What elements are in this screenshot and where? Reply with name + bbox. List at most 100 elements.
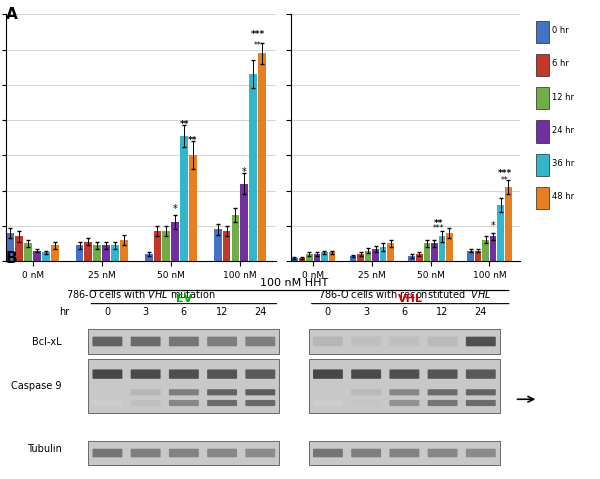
Bar — [299, 258, 305, 261]
FancyBboxPatch shape — [313, 449, 343, 457]
FancyBboxPatch shape — [169, 369, 199, 379]
Bar — [439, 237, 445, 261]
FancyBboxPatch shape — [131, 369, 161, 379]
FancyBboxPatch shape — [131, 400, 161, 406]
Text: 12 hr: 12 hr — [553, 92, 574, 102]
FancyBboxPatch shape — [131, 337, 161, 346]
Bar — [350, 256, 356, 261]
Bar — [241, 183, 248, 261]
FancyBboxPatch shape — [466, 389, 496, 395]
Bar — [88, 441, 280, 465]
FancyBboxPatch shape — [245, 337, 275, 346]
Text: EV: EV — [176, 294, 192, 304]
Bar — [249, 74, 257, 261]
Text: VHL: VHL — [398, 294, 422, 304]
Bar — [180, 136, 188, 261]
Text: 36 hr: 36 hr — [553, 159, 575, 168]
Bar — [309, 329, 500, 354]
Bar — [16, 237, 23, 261]
Text: 6: 6 — [401, 307, 407, 317]
FancyBboxPatch shape — [169, 389, 199, 395]
FancyBboxPatch shape — [389, 337, 419, 346]
Bar — [475, 251, 481, 261]
Bar — [536, 87, 549, 109]
FancyBboxPatch shape — [351, 449, 381, 457]
Bar — [329, 252, 335, 261]
Bar — [424, 243, 430, 261]
Text: 3: 3 — [143, 307, 149, 317]
Bar — [467, 251, 474, 261]
Bar — [446, 233, 453, 261]
Text: 0 hr: 0 hr — [553, 26, 569, 35]
FancyBboxPatch shape — [131, 449, 161, 457]
FancyBboxPatch shape — [466, 449, 496, 457]
Text: 100 nM HHT: 100 nM HHT — [260, 278, 328, 288]
FancyBboxPatch shape — [207, 449, 237, 457]
FancyBboxPatch shape — [389, 369, 419, 379]
Text: hr: hr — [59, 307, 69, 317]
Bar — [357, 254, 364, 261]
FancyBboxPatch shape — [245, 369, 275, 379]
Bar — [94, 245, 101, 261]
Bar — [309, 359, 500, 412]
FancyBboxPatch shape — [245, 389, 275, 395]
FancyBboxPatch shape — [351, 389, 381, 395]
Bar — [314, 254, 320, 261]
Text: **: ** — [188, 136, 197, 145]
X-axis label: 786-O cells with reconstituted  $\mathit{VHL}$: 786-O cells with reconstituted $\mathit{… — [318, 288, 492, 300]
Text: 24: 24 — [254, 307, 266, 317]
Bar — [214, 229, 221, 261]
Bar — [490, 237, 496, 261]
Bar — [321, 252, 328, 261]
Text: 0: 0 — [104, 307, 110, 317]
FancyBboxPatch shape — [245, 400, 275, 406]
Bar — [232, 215, 239, 261]
FancyBboxPatch shape — [466, 400, 496, 406]
Bar — [24, 243, 32, 261]
Bar — [33, 251, 41, 261]
Text: A: A — [6, 7, 18, 22]
Bar — [536, 54, 549, 76]
Text: ***: *** — [433, 224, 444, 233]
Text: B: B — [6, 251, 17, 266]
FancyBboxPatch shape — [207, 400, 237, 406]
FancyBboxPatch shape — [169, 337, 199, 346]
FancyBboxPatch shape — [466, 369, 496, 379]
FancyBboxPatch shape — [169, 400, 199, 406]
Bar — [85, 242, 92, 261]
Bar — [51, 245, 59, 261]
Text: *: * — [242, 167, 247, 177]
Bar — [497, 205, 504, 261]
Bar — [536, 121, 549, 143]
FancyBboxPatch shape — [92, 337, 122, 346]
Text: 48 hr: 48 hr — [553, 193, 575, 202]
FancyBboxPatch shape — [92, 449, 122, 457]
Text: 12: 12 — [216, 307, 228, 317]
Text: 3: 3 — [363, 307, 369, 317]
FancyBboxPatch shape — [313, 389, 343, 395]
FancyBboxPatch shape — [389, 389, 419, 395]
Bar — [536, 187, 549, 209]
FancyBboxPatch shape — [428, 400, 458, 406]
Bar — [258, 53, 266, 261]
Bar — [416, 254, 422, 261]
FancyBboxPatch shape — [207, 369, 237, 379]
FancyBboxPatch shape — [92, 400, 122, 406]
Bar — [88, 359, 280, 412]
FancyBboxPatch shape — [428, 369, 458, 379]
Bar — [536, 21, 549, 43]
Bar — [431, 243, 438, 261]
Bar — [163, 231, 170, 261]
Bar — [145, 254, 152, 261]
Bar — [373, 249, 379, 261]
Bar — [189, 155, 197, 261]
FancyBboxPatch shape — [245, 449, 275, 457]
Bar — [172, 222, 179, 261]
Bar — [76, 245, 83, 261]
Text: **: ** — [179, 120, 189, 129]
FancyBboxPatch shape — [313, 400, 343, 406]
Bar — [388, 243, 394, 261]
Text: 12: 12 — [436, 307, 449, 317]
FancyBboxPatch shape — [351, 400, 381, 406]
Text: Tubulin: Tubulin — [27, 444, 62, 454]
